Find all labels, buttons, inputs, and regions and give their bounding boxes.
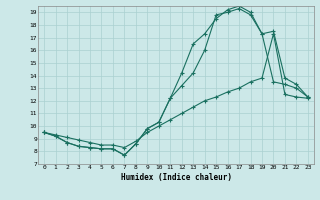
X-axis label: Humidex (Indice chaleur): Humidex (Indice chaleur) (121, 173, 231, 182)
